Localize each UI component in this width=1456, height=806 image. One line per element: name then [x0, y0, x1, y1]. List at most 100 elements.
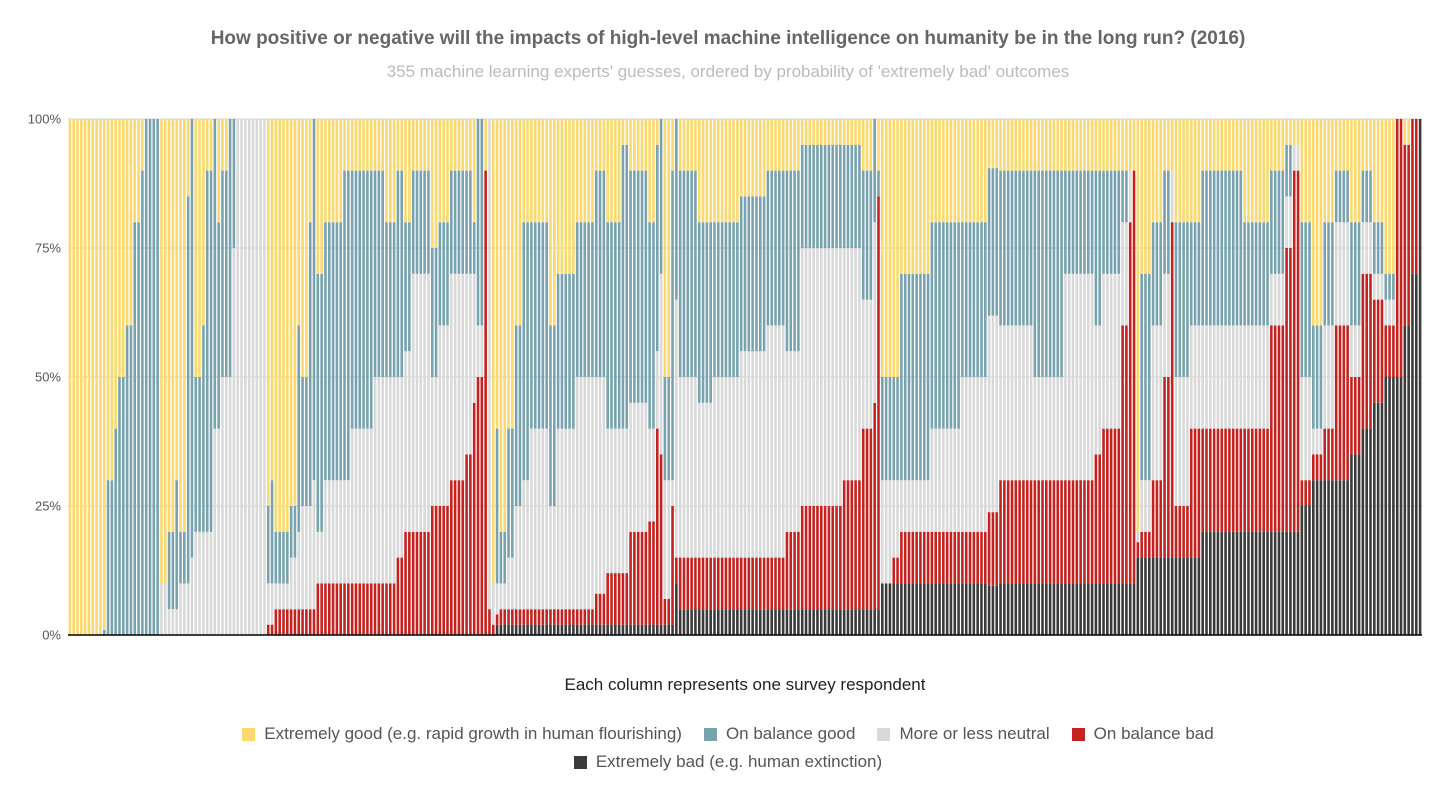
- bar-segment-on-balance-good: [1258, 222, 1262, 326]
- bar-segment-on-balance-good: [579, 222, 583, 377]
- legend-item-neutral[interactable]: More or less neutral: [877, 724, 1050, 744]
- bar-segment-on-balance-bad: [305, 609, 308, 635]
- legend-swatch-on-balance-bad: [1071, 727, 1085, 741]
- respondent-column: [774, 119, 777, 635]
- bar-segment-on-balance-bad: [446, 506, 449, 635]
- respondent-column: [148, 119, 152, 635]
- bar-segment-extremely-good: [869, 119, 873, 171]
- bar-segment-extremely-good: [106, 119, 110, 481]
- bar-segment-extremely-bad: [861, 609, 865, 635]
- bar-segment-neutral: [1075, 273, 1079, 481]
- bar-segment-on-balance-good: [1247, 222, 1250, 326]
- bar-segment-extremely-good: [1159, 119, 1163, 223]
- bar-segment-extremely-bad: [800, 609, 804, 635]
- respondent-column: [842, 119, 846, 635]
- bar-segment-on-balance-good: [419, 170, 423, 274]
- bar-segment-extremely-good: [1334, 119, 1338, 171]
- bar-segment-on-balance-good: [286, 531, 289, 584]
- respondent-column: [747, 119, 751, 635]
- bar-segment-on-balance-good: [324, 222, 327, 481]
- bar-segment-neutral: [922, 480, 926, 532]
- bar-segment-extremely-good: [911, 119, 915, 274]
- bar-segment-neutral: [983, 377, 987, 532]
- bar-segment-on-balance-bad: [438, 506, 442, 635]
- bar-segment-on-balance-good: [789, 170, 793, 352]
- bar-segment-neutral: [720, 377, 724, 558]
- bar-segment-extremely-good: [1186, 119, 1189, 223]
- bar-segment-on-balance-good: [682, 170, 686, 377]
- respondent-column: [1373, 119, 1376, 635]
- respondent-column: [778, 119, 781, 635]
- respondent-column: [331, 119, 335, 635]
- bar-segment-neutral: [1167, 273, 1170, 377]
- bar-segment-extremely-good: [629, 119, 632, 171]
- bar-segment-on-balance-bad: [980, 531, 983, 584]
- respondent-column: [1414, 119, 1418, 635]
- bar-segment-extremely-good: [610, 119, 613, 223]
- respondent-column: [1353, 119, 1357, 635]
- bar-segment-extremely-good: [1178, 119, 1182, 223]
- bar-segment-on-balance-good: [1346, 170, 1349, 223]
- bar-segment-extremely-good: [1170, 119, 1174, 171]
- bar-segment-on-balance-good: [541, 222, 545, 429]
- bar-segment-extremely-bad: [926, 583, 930, 635]
- bar-segment-on-balance-good: [797, 170, 800, 352]
- bar-segment-extremely-bad: [743, 609, 747, 635]
- bar-segment-on-balance-bad: [331, 583, 335, 635]
- bar-segment-extremely-good: [972, 119, 976, 223]
- bar-segment-on-balance-good: [663, 377, 667, 481]
- bar-segment-on-balance-bad: [1373, 299, 1376, 403]
- bar-segment-on-balance-bad: [1151, 480, 1155, 558]
- legend-item-extremely-bad[interactable]: Extremely bad (e.g. human extinction): [573, 752, 882, 772]
- bar-segment-on-balance-bad: [1411, 119, 1414, 274]
- bar-segment-extremely-bad: [1376, 402, 1380, 635]
- respondent-column: [1338, 119, 1342, 635]
- bar-segment-extremely-good: [1163, 119, 1166, 171]
- respondent-column: [553, 119, 556, 635]
- bar-segment-on-balance-bad: [1121, 325, 1124, 584]
- respondent-column: [297, 119, 301, 635]
- bar-segment-on-balance-good: [778, 170, 781, 326]
- bar-segment-neutral: [362, 428, 365, 584]
- bar-segment-on-balance-good: [1216, 170, 1220, 326]
- bar-segment-extremely-bad: [1353, 454, 1357, 635]
- bar-segment-on-balance-good: [297, 325, 301, 532]
- bars: [68, 119, 1422, 635]
- bar-segment-extremely-good: [141, 119, 144, 171]
- bar-segment-on-balance-bad: [1094, 454, 1098, 584]
- bar-segment-extremely-good: [1243, 119, 1246, 223]
- bar-segment-extremely-good: [892, 119, 896, 377]
- bar-segment-neutral: [1186, 377, 1189, 506]
- respondent-column: [926, 119, 930, 635]
- bar-segment-neutral: [591, 377, 594, 610]
- bar-segment-neutral: [286, 583, 289, 610]
- bar-segment-on-balance-good: [640, 170, 644, 403]
- respondent-column: [1388, 119, 1391, 635]
- bar-segment-neutral: [1365, 222, 1368, 274]
- bar-segment-on-balance-bad: [793, 531, 796, 610]
- bar-segment-on-balance-bad: [514, 609, 518, 625]
- bar-segment-neutral: [1148, 480, 1151, 532]
- respondent-column: [247, 119, 251, 635]
- bar-segment-extremely-good: [530, 119, 533, 223]
- bar-segment-on-balance-good: [388, 222, 392, 377]
- bar-segment-on-balance-bad: [1353, 377, 1357, 455]
- respondent-column: [598, 119, 602, 635]
- respondent-column: [144, 119, 148, 635]
- bar-segment-extremely-bad: [1228, 531, 1231, 635]
- bar-segment-extremely-good: [671, 119, 674, 171]
- respondent-column: [324, 119, 327, 635]
- legend-label: On balance bad: [1093, 724, 1214, 743]
- bar-segment-on-balance-good: [1155, 222, 1159, 326]
- bar-segment-on-balance-good: [1052, 170, 1056, 377]
- bar-segment-extremely-good: [541, 119, 545, 223]
- bar-segment-neutral: [858, 248, 861, 481]
- bar-segment-on-balance-good: [701, 222, 705, 403]
- legend-item-extremely-good[interactable]: Extremely good (e.g. rapid growth in hum…: [242, 724, 682, 744]
- legend-item-on-balance-bad[interactable]: On balance bad: [1071, 724, 1214, 744]
- legend-item-on-balance-good[interactable]: On balance good: [703, 724, 855, 744]
- bar-segment-on-balance-bad: [747, 557, 751, 610]
- bar-segment-on-balance-good: [621, 144, 625, 429]
- y-axis-ticks: 0%25%50%75%100%: [28, 112, 62, 643]
- bar-segment-extremely-good: [1075, 119, 1079, 171]
